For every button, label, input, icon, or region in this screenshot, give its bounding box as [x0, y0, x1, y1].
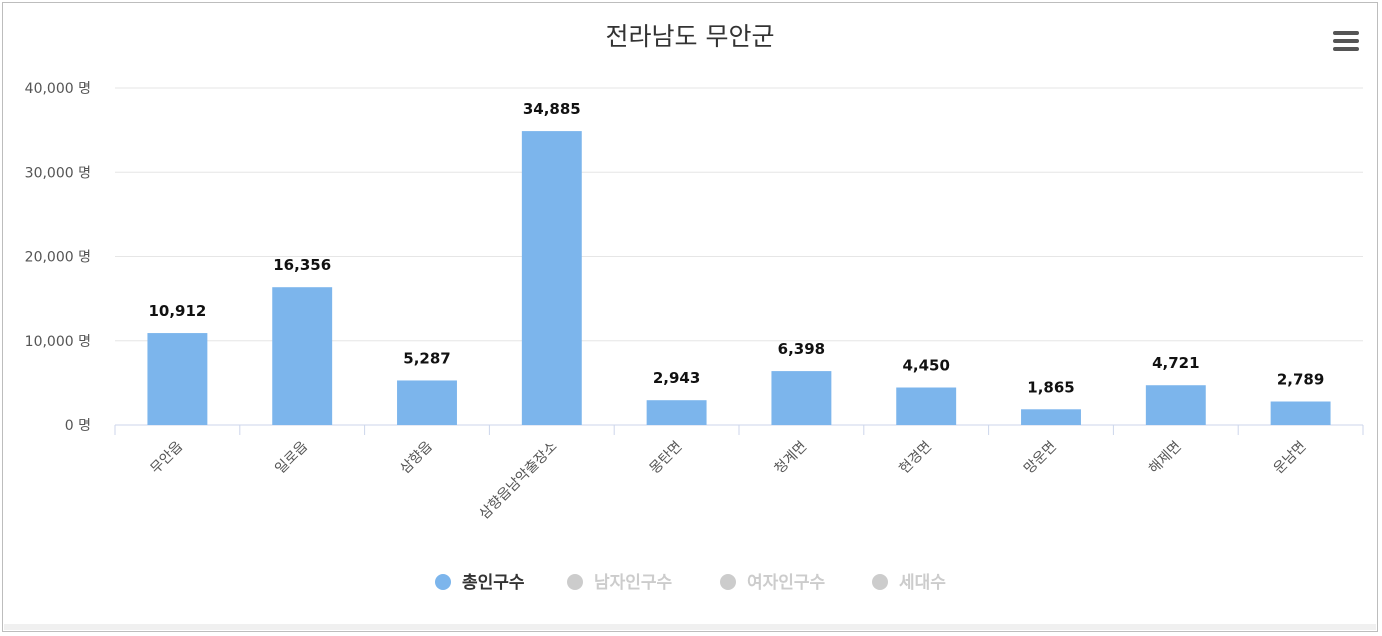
x-category-label: 해제면 — [1146, 439, 1185, 478]
chart-title: 전라남도 무안군 — [605, 22, 775, 51]
legend-marker[interactable] — [435, 574, 451, 590]
hamburger-menu-icon-bar — [1333, 39, 1359, 43]
data-label: 4,450 — [902, 357, 949, 375]
bar[interactable] — [896, 387, 957, 425]
bar[interactable] — [521, 131, 582, 425]
bar[interactable] — [771, 371, 832, 425]
data-label: 2,789 — [1277, 371, 1324, 389]
legend-marker[interactable] — [872, 574, 888, 590]
data-label: 1,865 — [1027, 378, 1074, 396]
legend-item-label[interactable]: 세대수 — [899, 573, 946, 593]
data-label: 2,943 — [653, 369, 700, 387]
x-category-label: 삼향읍남악출장소 — [476, 438, 560, 522]
bottom-strip — [4, 624, 1376, 630]
bar-chart-svg: 0 명 10,000 명 20,000 명 30,000 명 40,000 명 10,91… — [25, 81, 1364, 593]
data-label: 16,356 — [273, 256, 331, 274]
chart-menu-button[interactable] — [1333, 31, 1359, 53]
x-category-label: 무안읍 — [148, 438, 187, 477]
x-category-label: 삼향읍 — [397, 438, 436, 477]
legend-marker[interactable] — [567, 574, 583, 590]
data-label: 5,287 — [403, 349, 450, 367]
x-category-label: 일로읍 — [272, 438, 311, 477]
data-label: 10,912 — [148, 302, 206, 320]
data-label: 34,885 — [523, 100, 581, 118]
bar[interactable] — [1145, 385, 1206, 425]
legend-marker[interactable] — [720, 574, 736, 590]
legend-item-label[interactable]: 남자인구수 — [594, 573, 673, 593]
hamburger-menu-icon-bar — [1333, 47, 1359, 51]
data-label: 6,398 — [778, 340, 825, 358]
y-tick-label: 0 명 — [65, 418, 91, 434]
legend-item-label[interactable]: 여자인구수 — [747, 573, 826, 593]
legend-item-label[interactable]: 총인구수 — [462, 573, 525, 593]
bar[interactable] — [1021, 409, 1081, 425]
bar[interactable] — [272, 287, 333, 425]
bar[interactable] — [147, 333, 208, 425]
bar[interactable] — [646, 400, 707, 425]
data-label: 4,721 — [1152, 354, 1199, 372]
x-category-label: 현경면 — [896, 439, 935, 478]
x-category-label: 청계면 — [772, 439, 811, 478]
bar[interactable] — [1270, 401, 1331, 425]
y-tick-label: 40,000 명 — [25, 81, 91, 97]
y-tick-label: 10,000 명 — [25, 334, 91, 350]
bar[interactable] — [397, 380, 457, 425]
x-category-label: 몽탄면 — [647, 439, 686, 478]
y-tick-label: 30,000 명 — [25, 165, 91, 181]
y-tick-label: 20,000 명 — [25, 250, 91, 266]
x-category-label: 망운면 — [1021, 439, 1060, 478]
x-category-label: 운남면 — [1271, 439, 1310, 478]
hamburger-menu-icon — [1333, 31, 1359, 35]
